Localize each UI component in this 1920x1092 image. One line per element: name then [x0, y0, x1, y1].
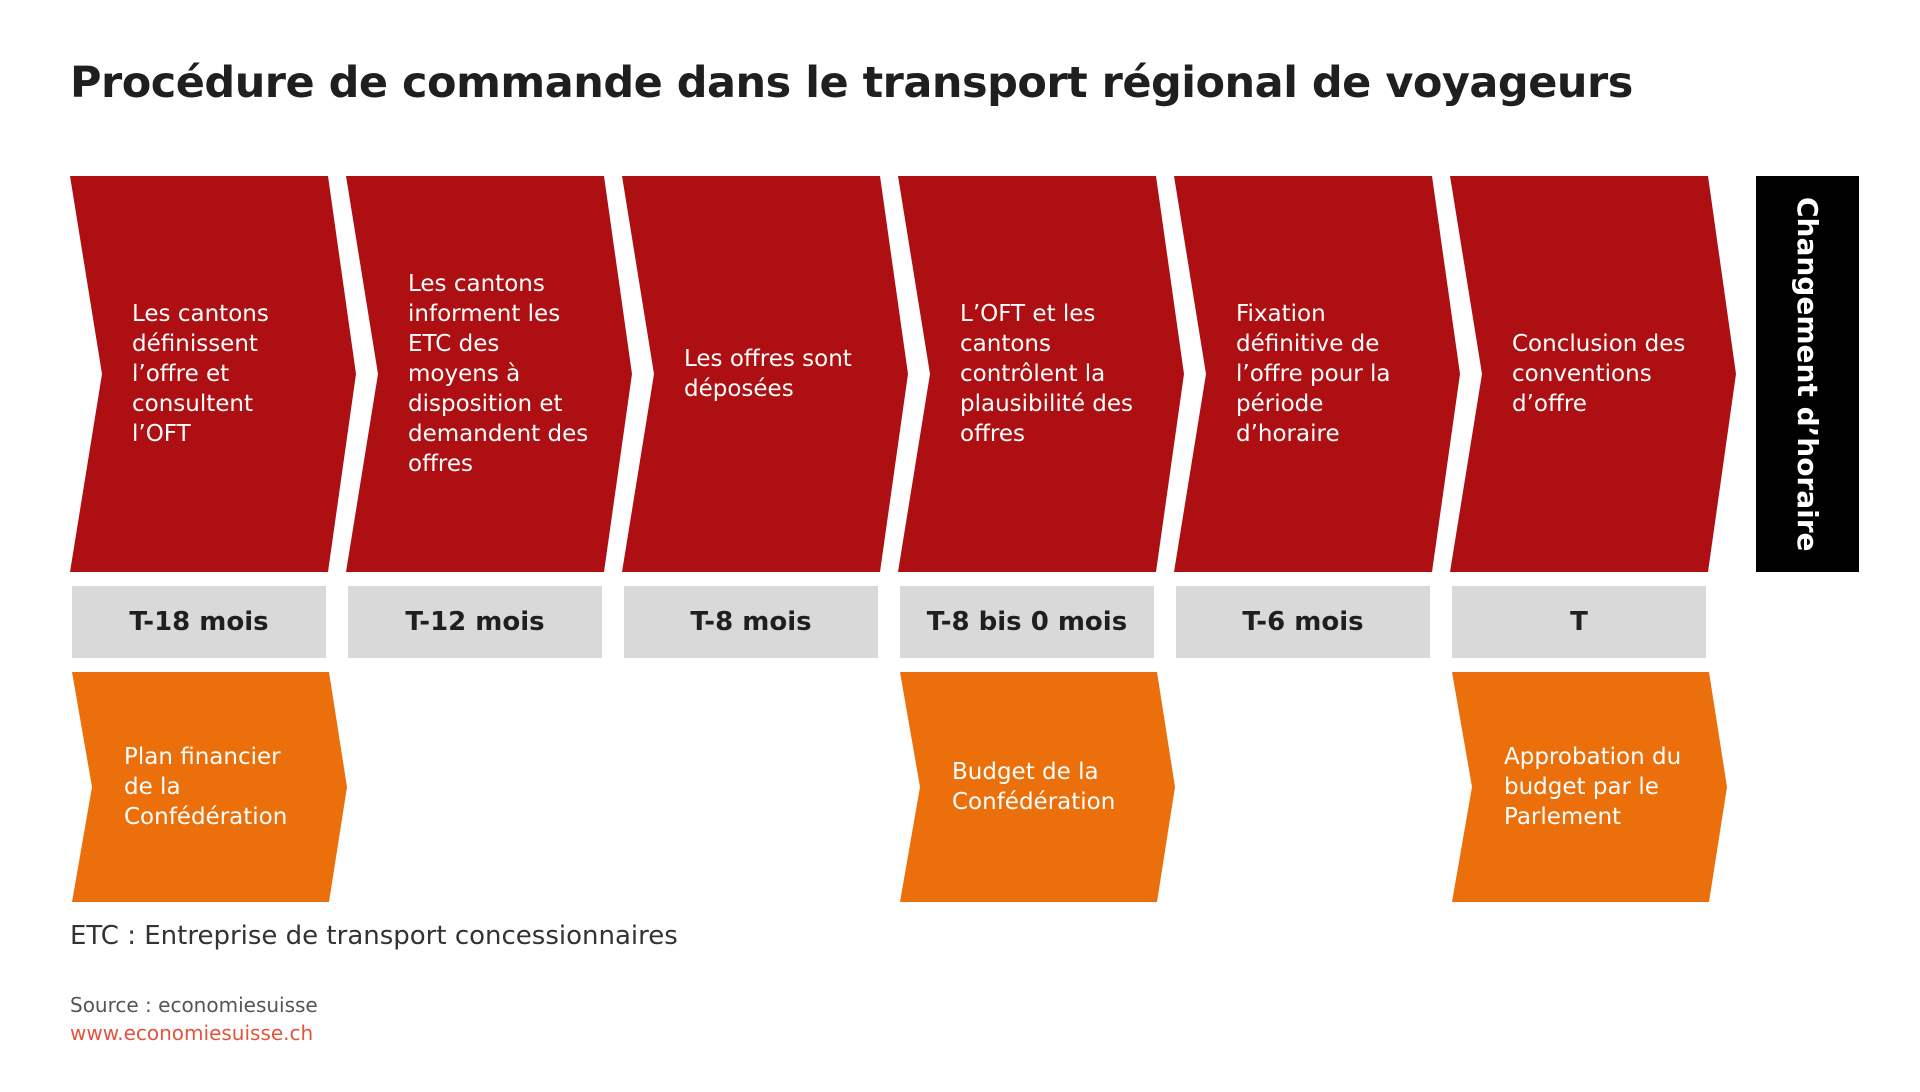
time-label-4: T-8 bis 0 mois — [900, 586, 1154, 658]
process-step-label: L’OFT et les cantons contrôlent la plaus… — [960, 301, 1134, 447]
budget-step-3: Approbation du budget par le Parlement — [1452, 672, 1727, 902]
process-step-3: Les offres sont déposées — [622, 176, 908, 572]
process-step-label: Les cantons définissent l’offre et consu… — [132, 301, 269, 447]
process-step-6: Conclusion des conventions d’offre — [1450, 176, 1736, 572]
website-link[interactable]: www.economiesuisse.ch — [70, 1021, 314, 1045]
process-step-label: Les cantons informent les ETC des moyens… — [408, 271, 589, 477]
budget-step-label: Budget de la Confédération — [952, 759, 1116, 815]
time-label-6: T — [1452, 586, 1706, 658]
process-step-5: Fixation définitive de l’offre pour la p… — [1174, 176, 1460, 572]
process-step-4: L’OFT et les cantons contrôlent la plaus… — [898, 176, 1184, 572]
process-step-1: Les cantons définissent l’offre et consu… — [70, 176, 356, 572]
time-label-3: T-8 mois — [624, 586, 878, 658]
process-step-label: Conclusion des conventions d’offre — [1512, 331, 1686, 417]
time-label-2: T-12 mois — [348, 586, 602, 658]
timetable-change-label: Changement d’horaire — [1791, 196, 1824, 552]
page-title: Procédure de commande dans le transport … — [70, 58, 1633, 108]
process-step-label: Fixation définitive de l’offre pour la p… — [1236, 301, 1391, 447]
process-step-2: Les cantons informent les ETC des moyens… — [346, 176, 632, 572]
budget-step-label: Approbation du budget par le Parlement — [1504, 744, 1682, 830]
process-step-label: Les offres sont déposées — [684, 346, 852, 402]
budget-step-1: Plan financier de la Confédération — [72, 672, 347, 902]
timetable-change-box: Changement d’horaire — [1756, 176, 1859, 572]
source-credit: Source : economiesuisse — [70, 993, 318, 1017]
abbreviation-footnote: ETC : Entreprise de transport concession… — [70, 921, 678, 951]
time-label-5: T-6 mois — [1176, 586, 1430, 658]
budget-step-label: Plan financier de la Confédération — [124, 744, 288, 830]
budget-step-2: Budget de la Confédération — [900, 672, 1175, 902]
time-label-1: T-18 mois — [72, 586, 326, 658]
